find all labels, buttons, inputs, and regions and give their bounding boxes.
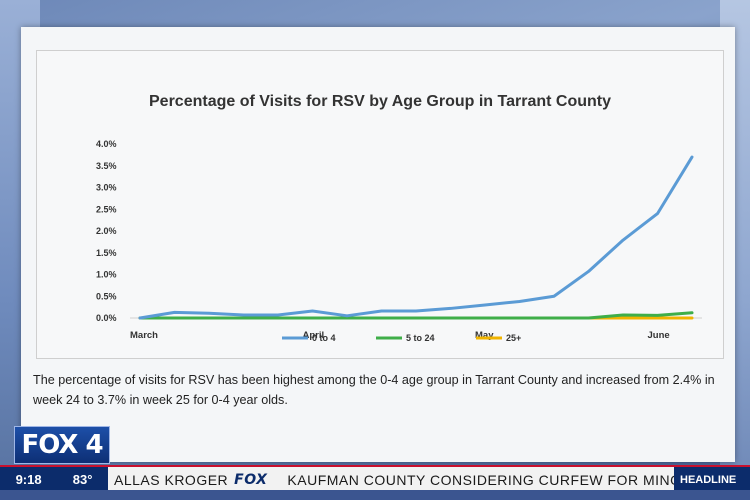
headlines-label: HEADLINE: [674, 467, 750, 492]
y-tick-label: 1.0%: [96, 270, 117, 280]
crawl-main-text: KAUFMAN COUNTY CONSIDERING CURFEW FOR MI…: [287, 471, 674, 488]
series-line: [138, 155, 694, 320]
legend-label: 25+: [506, 333, 521, 343]
temperature-label: 83°: [72, 472, 93, 487]
fox-mark: FOX: [234, 471, 268, 488]
y-tick-label: 1.5%: [96, 248, 117, 258]
bottom-strip: [0, 490, 750, 500]
time-temp-box: 9:18 83°: [0, 467, 108, 492]
chart-panel: Percentage of Visits for RSV by Age Grou…: [21, 27, 735, 462]
ticker-crawl: ALLAS KROGER FOX KAUFMAN COUNTY CONSIDER…: [108, 467, 674, 492]
news-ticker: 9:18 83° ALLAS KROGER FOX KAUFMAN COUNTY…: [0, 465, 750, 492]
y-tick-label: 3.5%: [96, 161, 117, 171]
fox4-logo: FOX 4: [14, 426, 110, 464]
y-tick-label: 0.5%: [96, 291, 117, 301]
legend-label: 0 to 4: [312, 333, 336, 343]
y-tick-label: 3.0%: [96, 183, 117, 193]
legend-label: 5 to 24: [406, 333, 435, 343]
x-tick-label: April: [303, 330, 325, 341]
x-tick-label: March: [130, 330, 158, 341]
y-tick-label: 4.0%: [96, 139, 117, 149]
crawl-left-text: ALLAS KROGER: [114, 471, 229, 488]
time-label: 9:18: [15, 472, 42, 487]
chart-title: Percentage of Visits for RSV by Age Grou…: [149, 93, 611, 110]
rsv-line-chart: Percentage of Visits for RSV by Age Grou…: [96, 93, 702, 343]
y-tick-label: 2.5%: [96, 204, 117, 214]
y-tick-label: 2.0%: [96, 226, 117, 236]
x-tick-label: May: [475, 330, 494, 341]
y-tick-label: 0.0%: [96, 313, 117, 323]
series-line: [138, 311, 694, 320]
chart-caption: The percentage of visits for RSV has bee…: [33, 373, 715, 407]
chart-frame: Percentage of Visits for RSV by Age Grou…: [36, 50, 724, 359]
x-tick-label: June: [648, 330, 670, 341]
